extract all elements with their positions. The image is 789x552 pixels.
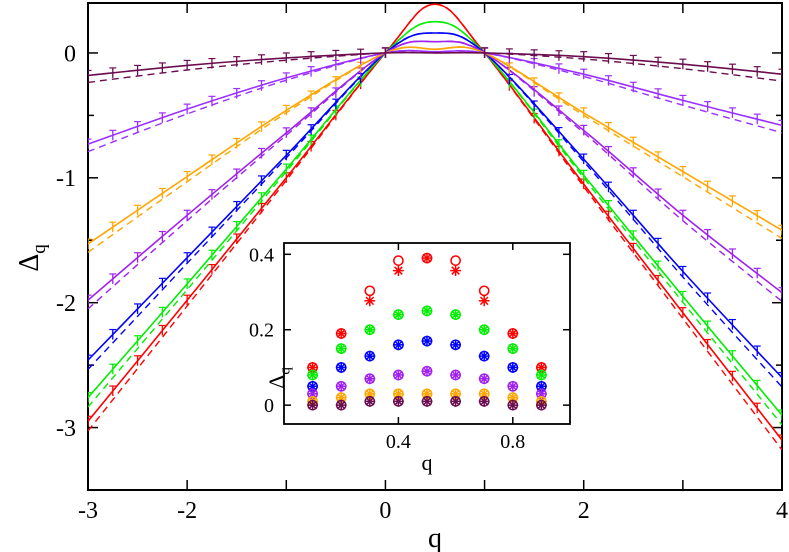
inset-point-star: [365, 325, 375, 335]
inset-y-tick-label: 0.2: [249, 320, 274, 342]
inset-point-star: [479, 389, 489, 399]
series-purple-lower-curve: [88, 49, 782, 145]
main-series-group: [88, 3, 782, 451]
main-y-axis-label-subscript: q: [29, 244, 50, 254]
inset-point-star: [537, 370, 546, 380]
inset-point-star: [479, 374, 489, 384]
inset-x-tick-label: 0.8: [500, 431, 525, 453]
inset-point-star: [394, 266, 403, 275]
inset-point-star: [336, 393, 346, 402]
inset-point-star: [508, 344, 518, 353]
inset-point-star: [508, 363, 518, 372]
inset-point-star: [422, 389, 432, 399]
inset-y-tick-label: 0: [264, 395, 274, 417]
inset-series-blue: [307, 335, 547, 392]
main-y-tick-label: 0: [64, 41, 76, 67]
inset-x-axis-label: q: [422, 450, 433, 475]
inset-point-star: [537, 363, 546, 372]
inset-point-star: [537, 389, 546, 399]
inset-point-star: [508, 393, 518, 402]
inset-point-star: [365, 351, 375, 361]
main-x-tick-label: 2: [578, 498, 590, 524]
inset-series-purple-upper: [307, 365, 547, 400]
inset-point-star: [308, 370, 317, 380]
inset-point-star: [479, 325, 489, 335]
series-maroon-dashed-curve: [88, 51, 782, 84]
inset-point-star: [422, 366, 432, 376]
inset-series-maroon: [307, 395, 547, 411]
inset-point-star: [308, 363, 317, 372]
series-orange-dashed-curve: [88, 46, 782, 253]
inset-point-star: [336, 329, 346, 338]
series-purple-upper-curve: [88, 40, 782, 301]
series-blue-curve: [88, 32, 782, 379]
series-red-curve: [88, 3, 782, 441]
main-y-axis-label: Δq: [14, 244, 50, 272]
inset-series-red: [307, 252, 547, 373]
main-x-tick-label: -3: [78, 498, 98, 524]
inset-point-star: [394, 310, 403, 319]
inset-point-star: [365, 389, 375, 399]
inset-point-star: [451, 397, 460, 406]
inset-point-star: [336, 381, 346, 391]
inset-point-star: [422, 306, 432, 316]
inset-point-star: [308, 381, 317, 391]
inset-point-star: [394, 397, 403, 406]
main-x-axis-label: q: [428, 523, 442, 552]
inset-point-star: [479, 296, 489, 306]
series-orange-curve: [88, 46, 782, 245]
inset-point-star: [422, 336, 432, 346]
series-green-curve: [88, 20, 782, 416]
inset-point-star: [308, 389, 317, 399]
inset-point-star: [336, 363, 346, 372]
inset-point-star: [451, 370, 460, 380]
inset-y-tick-label: 0.4: [249, 244, 274, 266]
inset-point-star: [479, 397, 489, 406]
main-x-tick-label: 0: [379, 498, 391, 524]
inset-point-star: [365, 374, 375, 384]
main-y-tick-label: -3: [56, 416, 76, 442]
main-y-tick-label: -1: [56, 166, 76, 192]
inset-point-star: [336, 344, 346, 353]
inset-point-star: [451, 266, 460, 275]
main-y-tick-label: -2: [56, 291, 76, 317]
inset-point-star: [365, 296, 375, 306]
inset-point-star: [308, 400, 317, 410]
inset-point-star: [422, 253, 432, 263]
inset-point-star: [508, 400, 518, 410]
series-blue-dashed-curve: [88, 32, 782, 388]
main-x-tick-label: 4: [776, 498, 788, 524]
inset-series-green: [307, 305, 547, 381]
inset-point-star: [394, 370, 403, 380]
series-maroon: [88, 47, 782, 84]
inset-point-star: [537, 400, 546, 410]
inset-point-star: [365, 397, 375, 406]
inset-point-star: [508, 329, 518, 338]
main-x-tick-label: -2: [177, 498, 197, 524]
inset-x-tick-label: 0.4: [386, 431, 411, 453]
inset-point-star: [451, 310, 460, 319]
inset-point-star: [451, 340, 460, 350]
series-purple-lower: [88, 47, 782, 153]
inset-point-star: [479, 351, 489, 361]
inset-point-star: [508, 381, 518, 391]
inset-point-star: [451, 389, 460, 399]
series-maroon-curve: [88, 51, 782, 77]
inset-point-star: [422, 397, 432, 406]
inset-y-axis-label-subscript: q: [278, 367, 294, 375]
series-orange: [88, 46, 782, 253]
inset-point-star: [394, 389, 403, 399]
inset-point-star: [336, 400, 346, 410]
inset-point-star: [537, 381, 546, 391]
inset-point-star: [394, 340, 403, 350]
